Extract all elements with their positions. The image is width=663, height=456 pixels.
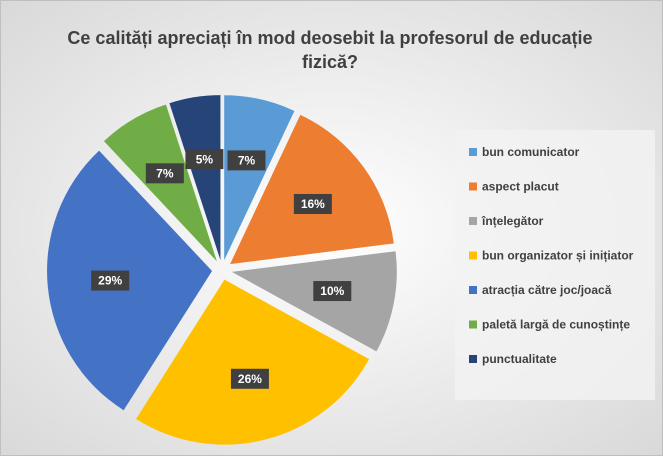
legend-label: punctualitate [482, 352, 557, 366]
data-label: 10% [320, 284, 344, 298]
legend-marker [469, 182, 477, 191]
legend-marker [469, 320, 477, 329]
legend-marker [469, 286, 477, 294]
data-label: 26% [238, 372, 262, 386]
pie-slice [230, 114, 394, 265]
data-label-box [230, 368, 269, 389]
pie-slice [231, 251, 397, 352]
data-label: 5% [196, 152, 214, 166]
legend-marker [469, 251, 477, 260]
legend-marker [469, 148, 477, 156]
legend-label: aspect placut [482, 180, 559, 194]
data-label-box [227, 150, 266, 171]
legend-label: bun comunicator [482, 145, 580, 159]
legend-label: înțelegător [481, 214, 544, 228]
pie-slice [169, 95, 221, 261]
legend-label: paletă largă de cunoștințe [482, 318, 630, 332]
pie-slice [224, 95, 295, 261]
data-label-box [145, 163, 184, 184]
legend-label: bun organizator și inițiator [482, 249, 634, 263]
chart-title: Ce calități apreciați în mod deosebit la… [67, 28, 593, 72]
data-label: 7% [156, 167, 174, 181]
data-label-box [91, 270, 130, 291]
legend-label: atracția către joc/joacă [482, 283, 612, 297]
pie-slice [136, 279, 370, 445]
legend-box [455, 130, 655, 400]
data-label-box [185, 149, 224, 170]
data-label-box [293, 193, 332, 214]
legend-marker [469, 217, 477, 225]
legend-marker [469, 355, 477, 363]
data-label: 29% [98, 274, 122, 288]
pie-slice [47, 150, 213, 411]
data-label: 16% [301, 197, 325, 211]
data-label: 7% [238, 154, 256, 168]
data-label-box [313, 281, 352, 302]
